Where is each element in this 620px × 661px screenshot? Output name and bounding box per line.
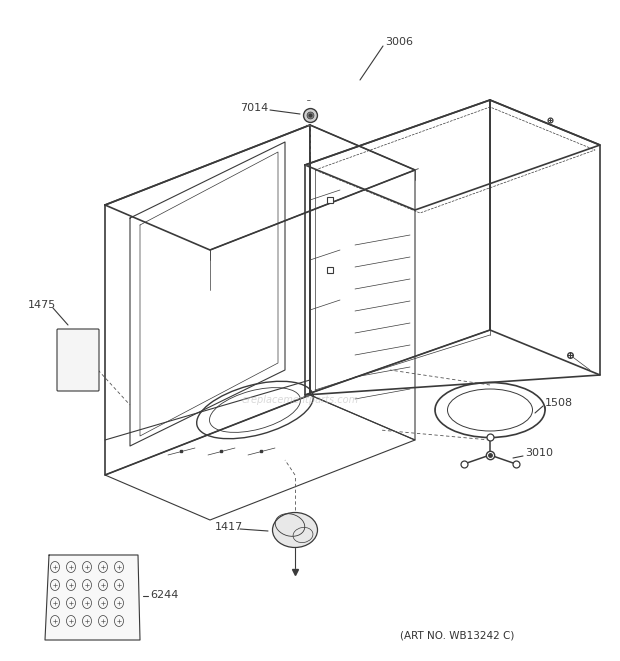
Text: ereplacementparts.com: ereplacementparts.com <box>241 395 358 405</box>
Text: 1475: 1475 <box>28 300 56 310</box>
Text: (ART NO. WB13242 C): (ART NO. WB13242 C) <box>400 630 515 640</box>
FancyBboxPatch shape <box>57 329 99 391</box>
Text: 1508: 1508 <box>545 398 573 408</box>
Ellipse shape <box>273 512 317 547</box>
Text: 6244: 6244 <box>150 590 179 600</box>
Polygon shape <box>45 555 140 640</box>
Text: 3006: 3006 <box>385 37 413 47</box>
Text: 3010: 3010 <box>525 448 553 458</box>
Text: 7014: 7014 <box>240 103 268 113</box>
Text: 1417: 1417 <box>215 522 243 532</box>
